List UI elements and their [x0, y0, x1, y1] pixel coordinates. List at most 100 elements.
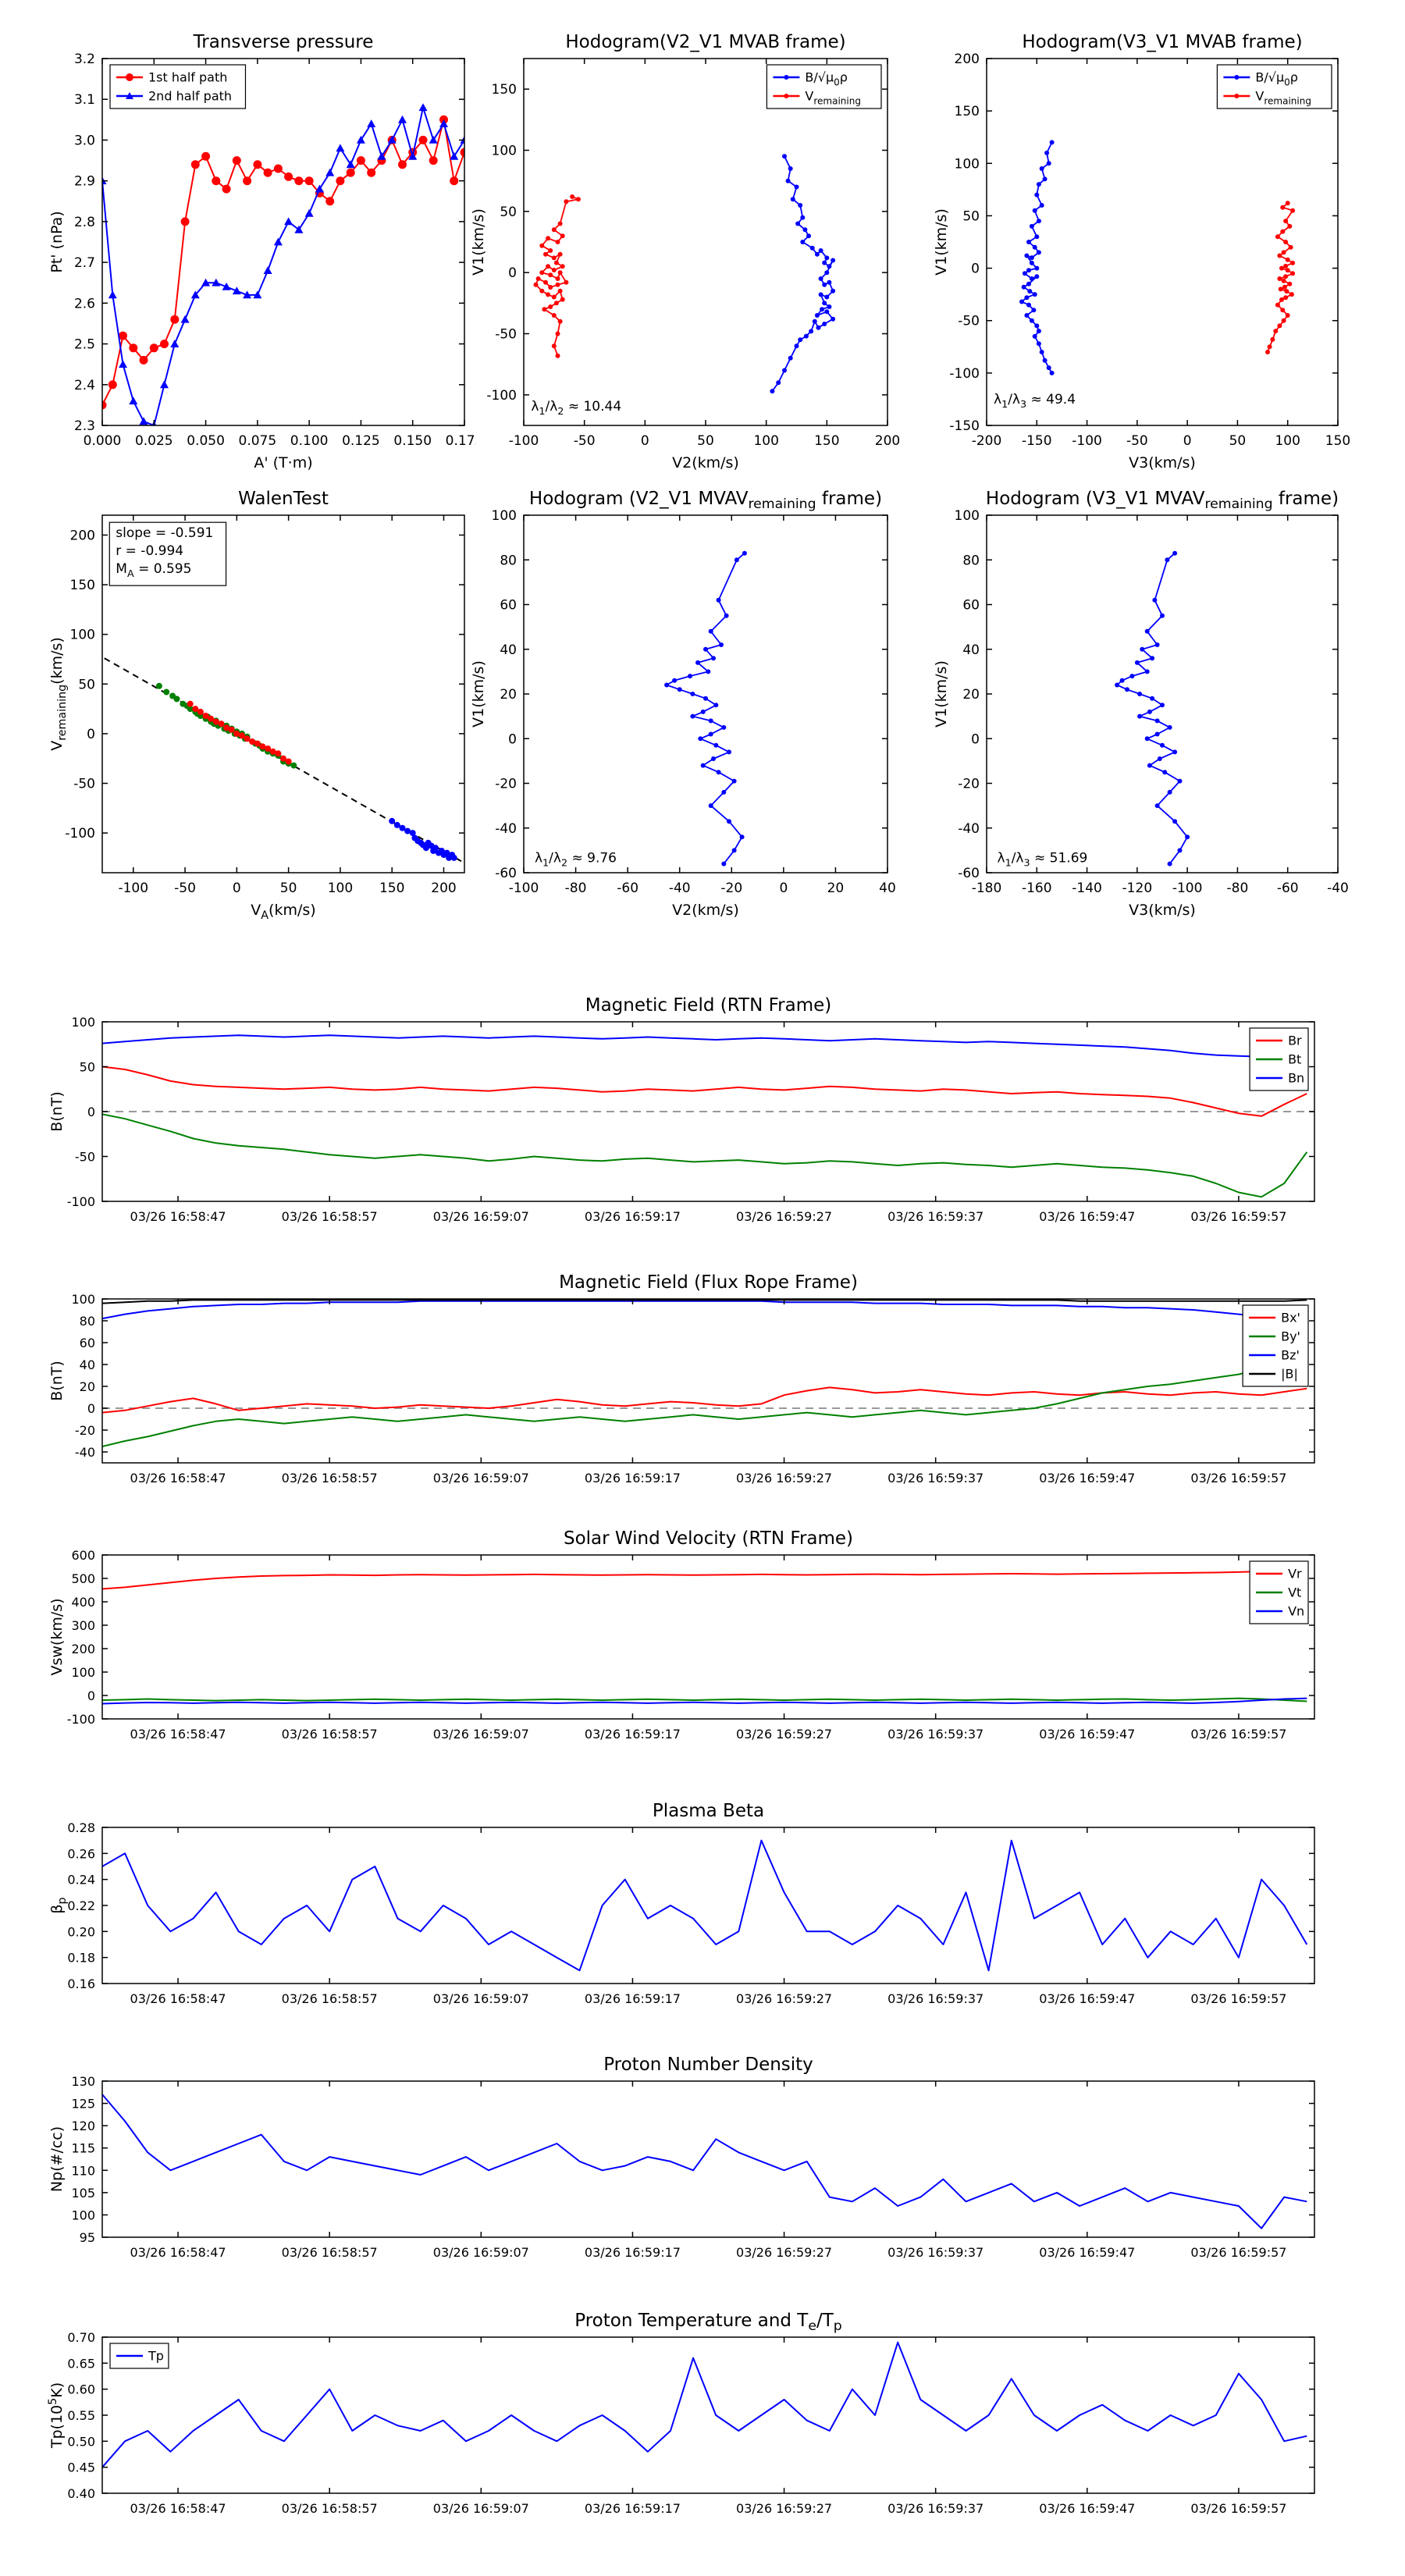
- y-tick-label: 100: [955, 508, 980, 524]
- x-tick-label: 03/26 16:59:07: [433, 1727, 529, 1742]
- x-tick-label: 03/26 16:58:47: [130, 2501, 226, 2516]
- legend: Vr Vt Vn: [1249, 1560, 1309, 1624]
- x-tick-label: -100: [118, 881, 148, 896]
- x-tick-label: 03/26 16:59:37: [887, 1727, 984, 1742]
- series-Vremaining: [1265, 201, 1296, 354]
- y-axis-label: B(nT): [48, 1361, 66, 1401]
- axes-frame: [986, 58, 1339, 426]
- legend-label: 2nd half path: [148, 89, 232, 104]
- series-By': [102, 1347, 1307, 1447]
- y-tick-label: -150: [949, 418, 980, 434]
- x-tick-label: 03/26 16:59:47: [1039, 2245, 1135, 2260]
- legend-label: Vn: [1288, 1604, 1304, 1619]
- y-tick-label: 2.3: [74, 418, 95, 434]
- legend: Br Bt Bn: [1249, 1027, 1309, 1091]
- chart-svg: -200 -150 -100 -50 0 50 100 150-150-100-5005010…: [933, 32, 1350, 471]
- y-tick-label: 100: [71, 1015, 95, 1030]
- x-tick-label: 03/26 16:58:47: [130, 2245, 226, 2260]
- x-axis-label: V2(km/s): [672, 902, 739, 919]
- legend: 1st half path 2nd half path: [109, 64, 247, 109]
- x-tick-label: 03/26 16:59:47: [1039, 1471, 1135, 1485]
- y-tick-label: -60: [958, 866, 980, 881]
- x-tick-label: 03/26 16:59:47: [1039, 2501, 1135, 2516]
- annotation: λ1/λ2 ≈ 10.44: [531, 399, 621, 418]
- y-tick-label: 0: [971, 731, 980, 747]
- y-tick-label: 0.40: [67, 2486, 95, 2501]
- x-tick-label: 50: [1229, 433, 1247, 449]
- x-tick-label: 03/26 16:59:17: [585, 2245, 681, 2260]
- series-Vt: [102, 1697, 1307, 1703]
- y-tick-label: 0.55: [67, 2408, 95, 2423]
- y-tick-label: 50: [80, 1060, 95, 1075]
- x-tick-label: 03/26 16:58:47: [130, 1991, 226, 2006]
- chart-proton-number-density: 03/26 16:58:47 03/26 16:58:57 03/26 16:59:…: [40, 2050, 1326, 2272]
- series-Bz': [102, 1300, 1307, 1322]
- series-series0: [102, 1839, 1308, 1972]
- legend: Bx' By' Bz' |B|: [1242, 1304, 1309, 1387]
- y-tick-label: -20: [75, 1423, 95, 1438]
- legend-label: By': [1281, 1329, 1300, 1344]
- axes-frame: [101, 2080, 1315, 2238]
- series-Bt: [102, 1113, 1308, 1198]
- chart-plasma-beta: 03/26 16:58:47 03/26 16:58:57 03/26 16:59:…: [40, 1796, 1326, 2019]
- x-tick-label: 03/26 16:59:07: [433, 1209, 529, 1224]
- x-tick-label: -50: [1126, 433, 1148, 449]
- chart-title: Magnetic Field (RTN Frame): [585, 995, 832, 1016]
- x-tick-label: 03/26 16:58:57: [282, 1991, 378, 2006]
- legend-label: Bx': [1281, 1311, 1300, 1325]
- x-tick-label: 0.150: [393, 433, 432, 449]
- legend-label: Tp: [148, 2349, 164, 2364]
- chart-svg: 03/26 16:58:47 03/26 16:58:57 03/26 16:59:…: [48, 1801, 1315, 2006]
- y-tick-label: 2.4: [74, 378, 95, 393]
- y-tick-label: 200: [70, 528, 95, 543]
- x-tick-label: 200: [431, 881, 456, 896]
- y-tick-label: 0.65: [67, 2356, 95, 2371]
- y-tick-label: -40: [495, 821, 517, 837]
- x-tick-label: 03/26 16:59:27: [736, 1727, 832, 1742]
- chart-magnetic-field-fluxrope: 03/26 16:58:47 03/26 16:58:57 03/26 16:59:…: [40, 1268, 1326, 1498]
- chart-walen-test: -100 -50 0 50 100 150 200 -100 -50 0 50 100 150 200 Wa…: [40, 480, 476, 920]
- axes-frame: [101, 1554, 1315, 1720]
- chart-transverse-pressure: 0.000 0.025 0.050 0.075 0.100 0.125 0.150 0.175…: [40, 23, 476, 472]
- series-B/√μ0ρ: [1019, 140, 1055, 375]
- y-axis-label: βp: [48, 1897, 69, 1913]
- series-series0: [1115, 550, 1190, 866]
- x-tick-label: 0.075: [239, 433, 277, 449]
- y-tick-label: 80: [80, 1314, 95, 1329]
- x-tick-label: -150: [1022, 433, 1052, 449]
- y-tick-label: 60: [500, 598, 517, 614]
- chart-title: Hodogram (V3_V1 MVAVremaining frame): [986, 489, 1339, 512]
- y-tick-label: 115: [71, 2141, 95, 2156]
- x-tick-label: 03/26 16:59:47: [1039, 1727, 1135, 1742]
- x-tick-label: 03/26 16:59:27: [736, 1991, 832, 2006]
- chart-svg: 03/26 16:58:47 03/26 16:58:57 03/26 16:59:…: [48, 1272, 1315, 1485]
- y-tick-label: -20: [958, 777, 980, 792]
- axes-frame: [101, 514, 465, 873]
- x-tick-label: 100: [753, 433, 778, 449]
- y-tick-label: -100: [67, 1712, 95, 1727]
- y-tick-label: -100: [486, 388, 517, 404]
- x-tick-label: 100: [328, 881, 353, 896]
- x-axis-label: A' (T·m): [254, 454, 312, 471]
- axes-frame: [523, 58, 888, 426]
- y-tick-label: 0: [87, 727, 95, 742]
- y-tick-label: -100: [67, 1194, 95, 1209]
- y-tick-label: -50: [75, 1150, 95, 1165]
- chart-proton-temperature: 03/26 16:58:47 03/26 16:58:57 03/26 16:59:…: [40, 2306, 1326, 2528]
- series-|B|: [102, 1299, 1307, 1304]
- y-tick-label: 100: [71, 2208, 95, 2222]
- chart-hodogram-v2v1-mvab: -100 -50 0 50 100 150 200 -100 -50 0 50 100 150 Hodog…: [457, 23, 899, 472]
- chart-svg: 03/26 16:58:47 03/26 16:58:57 03/26 16:59:…: [48, 1528, 1315, 1742]
- y-tick-label: -100: [949, 366, 980, 382]
- legend-label: Vr: [1288, 1567, 1302, 1582]
- y-tick-label: 3.0: [74, 133, 95, 148]
- y-tick-label: 40: [500, 642, 517, 658]
- y-tick-label: 0: [87, 1688, 95, 1703]
- y-tick-label: 20: [500, 687, 517, 703]
- y-tick-label: 0: [971, 262, 980, 277]
- y-tick-label: 0.28: [67, 1820, 95, 1835]
- x-tick-label: 03/26 16:59:37: [887, 2245, 984, 2260]
- x-tick-label: 03/26 16:58:57: [282, 2501, 378, 2516]
- series-2nd half path: [102, 103, 464, 425]
